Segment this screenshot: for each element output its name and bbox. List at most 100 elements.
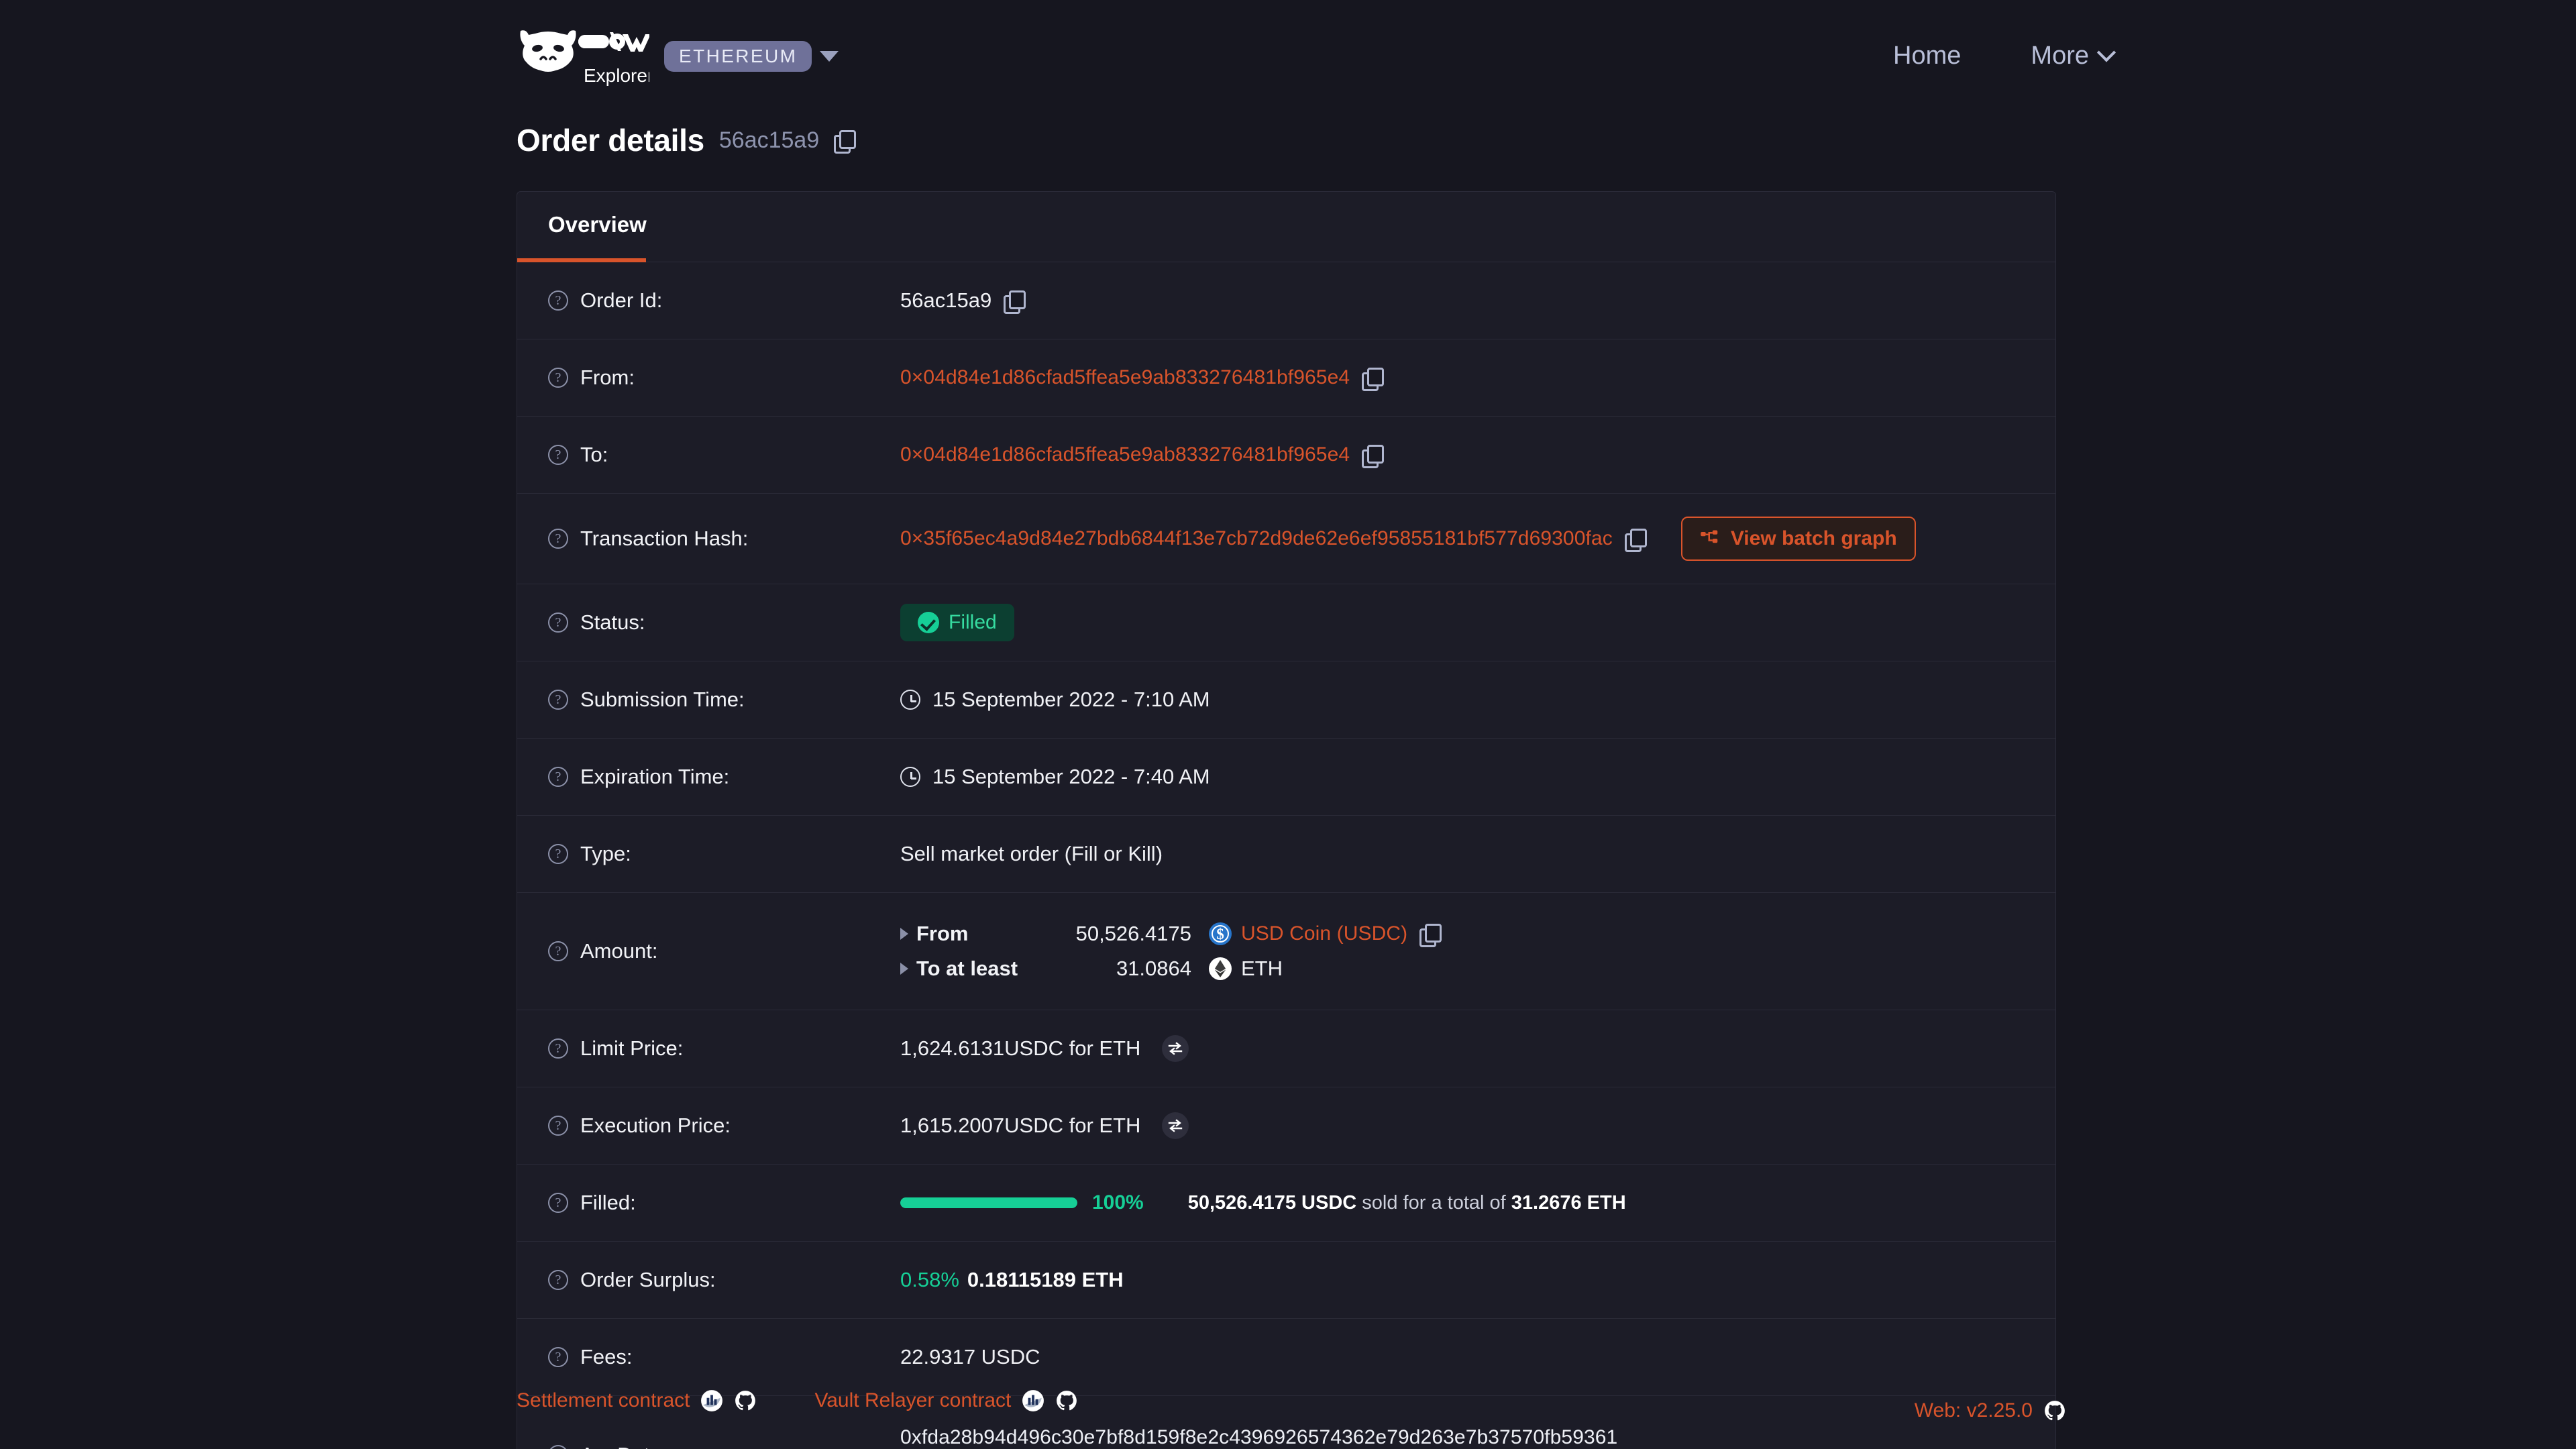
swap-arrows-icon[interactable] [1162,1112,1189,1139]
row-label-text: Amount: [580,939,658,963]
row-label: ? Status: [548,610,900,635]
help-icon[interactable]: ? [548,1270,568,1290]
nav-item-home-label: Home [1893,42,1962,70]
execution-price-value: 1,615.2007USDC for ETH [900,1114,1141,1137]
help-icon[interactable]: ? [548,529,568,549]
row-value: 22.9317 USDC [900,1345,1040,1369]
row-value: 56ac15a9 [900,288,1026,314]
vault-relayer-contract-link[interactable]: Vault Relayer contract [814,1389,1012,1411]
row-label-text: From: [580,366,635,389]
help-icon[interactable]: ? [548,1116,568,1136]
transaction-hash-link[interactable]: 0×35f65ec4a9d84e27bdb6844f13e7cb72d9de62… [900,527,1613,549]
row-value: 0×04d84e1d86cfad5ffea5e9ab833276481bf965… [900,366,1385,391]
row-label-text: Type: [580,842,631,865]
help-icon[interactable]: ? [548,941,568,961]
main-nav: Home More [1893,42,2116,70]
row-label-text: Limit Price: [580,1036,684,1060]
fill-detail-middle: sold for a total of [1362,1191,1506,1214]
help-icon[interactable]: ? [548,1038,568,1059]
view-batch-graph-button[interactable]: View batch graph [1680,517,1916,561]
row-type: ? Type: Sell market order (Fill or Kill) [517,816,2055,893]
row-label: ? To: [548,443,900,467]
row-label-text: Status: [580,610,645,634]
fill-progress: 100% [900,1191,1144,1214]
submission-time-value: 15 September 2022 - 7:10 AM [932,688,1210,711]
tab-overview[interactable]: Overview [517,212,678,262]
view-batch-graph-label: View batch graph [1730,527,1897,549]
token-chip-usdc[interactable]: $ USD Coin (USDC) [1209,922,1407,945]
row-label: ? Type: [548,842,900,866]
github-icon[interactable] [2043,1399,2066,1422]
row-value: 1,624.6131USDC for ETH [900,1035,1189,1062]
fill-detail: 50,526.4175 USDC sold for a total of 31.… [1188,1192,1626,1214]
row-order-id: ? Order Id: 56ac15a9 [517,262,2055,339]
copy-icon[interactable] [1362,368,1385,391]
row-label: ? Execution Price: [548,1114,900,1138]
row-label: ? Order Id: [548,288,900,313]
copy-icon[interactable] [834,130,857,154]
row-label-text: AppData: [580,1443,667,1449]
help-icon[interactable]: ? [548,445,568,465]
chevron-down-icon [820,51,839,62]
copy-icon[interactable] [1624,529,1647,552]
help-icon[interactable]: ? [548,1347,568,1367]
network-selector[interactable]: ETHEREUM [664,41,839,72]
help-icon[interactable]: ? [548,690,568,710]
cow-explorer-logo[interactable]: Explorer [515,27,649,86]
copy-icon[interactable] [1004,290,1026,314]
row-label: ? Filled: [548,1191,900,1215]
row-label-text: Order Surplus: [580,1268,716,1291]
row-status: ? Status: Filled [517,584,2055,661]
copy-icon[interactable] [1419,924,1442,947]
from-address-link[interactable]: 0×04d84e1d86cfad5ffea5e9ab833276481bf965… [900,366,1350,388]
row-label-text: To: [580,443,608,466]
amount-to-line: To at least 31.0864 ETH [900,957,1440,981]
etherscan-icon[interactable] [700,1389,723,1412]
row-value: 0×35f65ec4a9d84e27bdb6844f13e7cb72d9de62… [900,517,1916,561]
brand-area: Explorer ETHEREUM [515,27,839,86]
github-icon[interactable] [734,1389,757,1412]
help-icon[interactable]: ? [548,844,568,864]
footer-links: Settlement contract Vault Relayer contra… [517,1389,1078,1412]
row-value: 15 September 2022 - 7:40 AM [900,765,1210,789]
github-icon[interactable] [1055,1389,1078,1412]
page-title-order-id: 56ac15a9 [718,127,820,153]
amount-from-token[interactable]: USD Coin (USDC) [1241,922,1408,945]
copy-icon[interactable] [1362,445,1385,468]
row-value: Filled [900,604,1014,641]
settlement-contract-link[interactable]: Settlement contract [517,1389,690,1411]
etherscan-icon[interactable] [1022,1389,1044,1412]
svg-text:Explorer: Explorer [584,65,649,86]
row-label: ? Fees: [548,1345,900,1369]
help-icon[interactable]: ? [548,1193,568,1213]
nav-item-more[interactable]: More [2031,42,2116,70]
order-id-value: 56ac15a9 [900,288,992,312]
cow-logo-icon: Explorer [520,30,649,86]
tab-overview-label: Overview [548,212,647,237]
help-icon[interactable]: ? [548,368,568,388]
help-icon[interactable]: ? [548,612,568,633]
help-icon[interactable]: ? [548,767,568,787]
app-header: Explorer ETHEREUM Home More [0,0,2576,111]
progress-track [900,1197,1077,1208]
tab-bar: Overview [517,192,2055,262]
nav-item-home[interactable]: Home [1893,42,1961,70]
app-footer: Settlement contract Vault Relayer contra… [0,1335,2576,1449]
row-label-text: Transaction Hash: [580,527,749,550]
page-title: Order details [517,123,704,158]
footer-version: Web: v2.25.0 [1915,1399,2066,1422]
appdata-block: 0xfda28b94d496c30e7bf8d159f8e2c439692657… [900,1406,1617,1449]
amount-to-label: To at least [916,957,1018,980]
row-value: 1,615.2007USDC for ETH [900,1112,1189,1139]
check-circle-icon [918,612,939,633]
swap-arrows-icon[interactable] [1162,1035,1189,1062]
row-label: ? Submission Time: [548,688,900,712]
order-type-value: Sell market order (Fill or Kill) [900,842,1163,865]
row-value: 0xfda28b94d496c30e7bf8d159f8e2c439692657… [900,1406,1617,1449]
clock-icon [900,767,920,787]
help-icon[interactable]: ? [548,290,568,311]
fill-detail-total: 31.2676 ETH [1511,1191,1626,1214]
row-value: From 50,526.4175 $ USD Coin (USDC) To at… [900,904,1442,998]
to-address-link[interactable]: 0×04d84e1d86cfad5ffea5e9ab833276481bf965… [900,443,1350,466]
web-version-label: Web: v2.25.0 [1914,1399,2033,1421]
